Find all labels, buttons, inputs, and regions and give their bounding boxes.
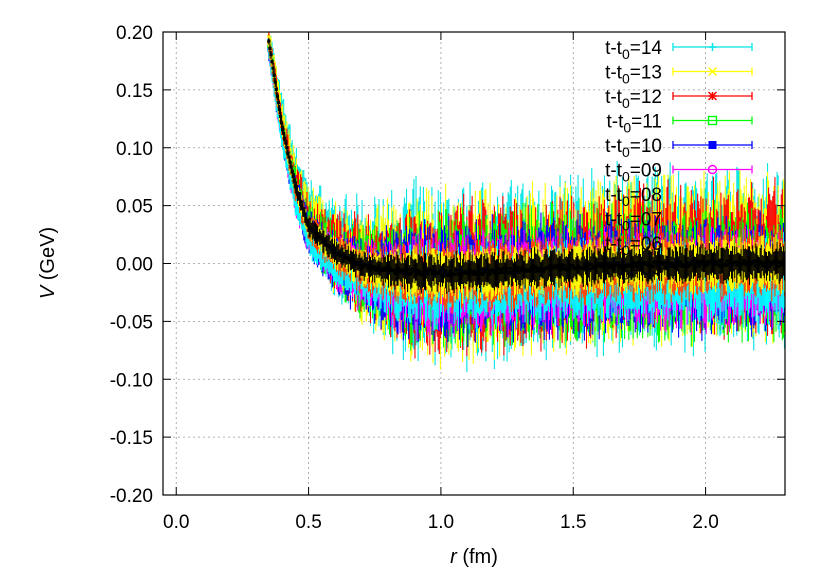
data-point: [281, 117, 285, 121]
data-point: [311, 216, 315, 220]
plot-area: [267, 32, 785, 373]
data-point: [301, 187, 305, 192]
